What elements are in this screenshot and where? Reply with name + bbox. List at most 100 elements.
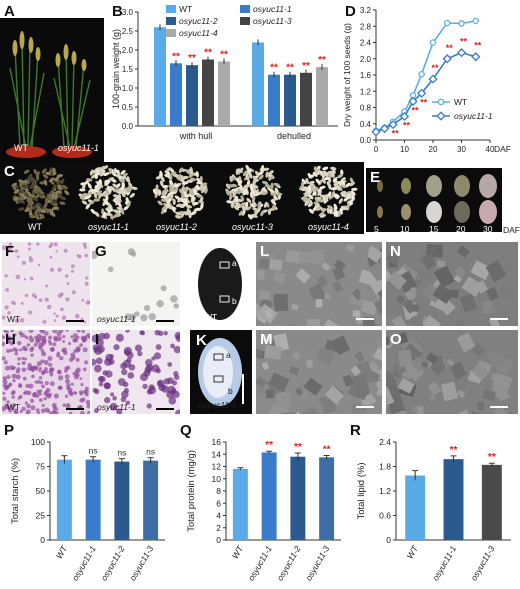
seed xyxy=(32,196,39,202)
cell xyxy=(2,379,8,385)
cell xyxy=(64,394,69,398)
cell xyxy=(145,358,153,367)
cell xyxy=(98,381,104,387)
starch-granule xyxy=(403,360,425,382)
cell xyxy=(25,336,29,340)
seed xyxy=(81,200,88,205)
y-tick-label: 2.0 xyxy=(122,46,134,55)
seed xyxy=(227,184,234,188)
starch-granule xyxy=(493,405,508,414)
cell xyxy=(40,408,46,414)
cell xyxy=(66,386,70,390)
seed xyxy=(351,187,358,191)
cell xyxy=(56,351,61,356)
x-category-label: osyuc11-2 xyxy=(275,544,303,583)
seed xyxy=(258,174,264,180)
cell xyxy=(19,317,25,323)
cell xyxy=(70,264,75,269)
seed xyxy=(128,182,133,188)
seed xyxy=(265,171,269,178)
cell xyxy=(130,251,137,257)
seed xyxy=(120,208,125,215)
seed xyxy=(341,179,346,186)
cell xyxy=(105,370,113,378)
cell xyxy=(44,367,48,371)
cell xyxy=(163,331,168,336)
cell xyxy=(53,335,58,341)
cell xyxy=(84,281,89,286)
cell xyxy=(125,400,131,405)
cell xyxy=(53,393,59,399)
cell xyxy=(17,362,21,366)
seed xyxy=(115,197,120,203)
seed xyxy=(161,189,166,196)
starch-granule xyxy=(316,275,329,288)
starch-granule xyxy=(323,292,332,301)
starch-granule xyxy=(352,403,366,414)
seed xyxy=(228,194,233,201)
seed xyxy=(335,185,341,191)
cell xyxy=(20,301,24,305)
seed xyxy=(196,184,201,191)
cell xyxy=(49,244,53,248)
y-axis-label: Total protein (mg/g) xyxy=(186,450,197,532)
seed xyxy=(160,198,168,202)
seed xyxy=(129,192,135,198)
cell xyxy=(30,353,34,357)
cell xyxy=(120,362,127,370)
point-osyuc11-1 xyxy=(371,127,381,137)
legend-label: WT xyxy=(179,4,192,14)
starch-granule xyxy=(459,293,477,313)
seed xyxy=(230,201,234,209)
cell xyxy=(43,359,49,366)
starch-granule xyxy=(486,287,499,301)
cell xyxy=(62,335,66,339)
starch-granule xyxy=(274,263,282,272)
cell xyxy=(29,335,33,339)
seed xyxy=(350,190,356,196)
starch-granule xyxy=(386,251,401,266)
starch-granule xyxy=(368,261,382,282)
seed xyxy=(85,203,91,210)
significance: ns xyxy=(146,447,155,457)
cell xyxy=(15,374,21,380)
starch-granule xyxy=(492,372,513,391)
starch-granule xyxy=(357,391,367,400)
cell xyxy=(28,257,34,263)
seed xyxy=(238,167,244,174)
y-tick-label: 2.4 xyxy=(379,437,391,447)
cell xyxy=(5,404,10,409)
seed xyxy=(246,197,252,203)
seed xyxy=(103,172,110,176)
cell xyxy=(44,331,49,336)
starch-granule xyxy=(295,268,311,284)
cell xyxy=(38,298,43,302)
cell xyxy=(52,410,56,414)
seed xyxy=(230,176,237,182)
seed xyxy=(16,199,23,204)
x-category-label: osyuc11-1 xyxy=(430,544,458,583)
significance: ** xyxy=(392,129,400,139)
cell xyxy=(167,362,173,367)
significance: ** xyxy=(450,445,458,456)
panel-label-r: R xyxy=(350,422,361,439)
seed xyxy=(309,199,313,206)
cell xyxy=(47,339,52,344)
panel-h-label: WT xyxy=(7,402,21,412)
panel-i-histology: I osyuc11-1 xyxy=(92,330,180,414)
seed xyxy=(306,184,311,191)
seed xyxy=(102,165,109,170)
cell xyxy=(5,287,10,292)
point-osyuc11-1 xyxy=(442,54,452,64)
cell xyxy=(143,304,151,312)
seed xyxy=(160,195,168,199)
cell xyxy=(79,410,85,414)
starch-granule xyxy=(447,289,459,299)
legend-marker xyxy=(437,98,445,106)
seed xyxy=(308,208,314,214)
bar-osyuc11-3 xyxy=(143,460,159,540)
cell xyxy=(93,364,102,373)
y-tick-label: 2.4 xyxy=(360,39,372,48)
series-line-osyuc11-1 xyxy=(375,51,476,133)
seed xyxy=(79,196,86,200)
